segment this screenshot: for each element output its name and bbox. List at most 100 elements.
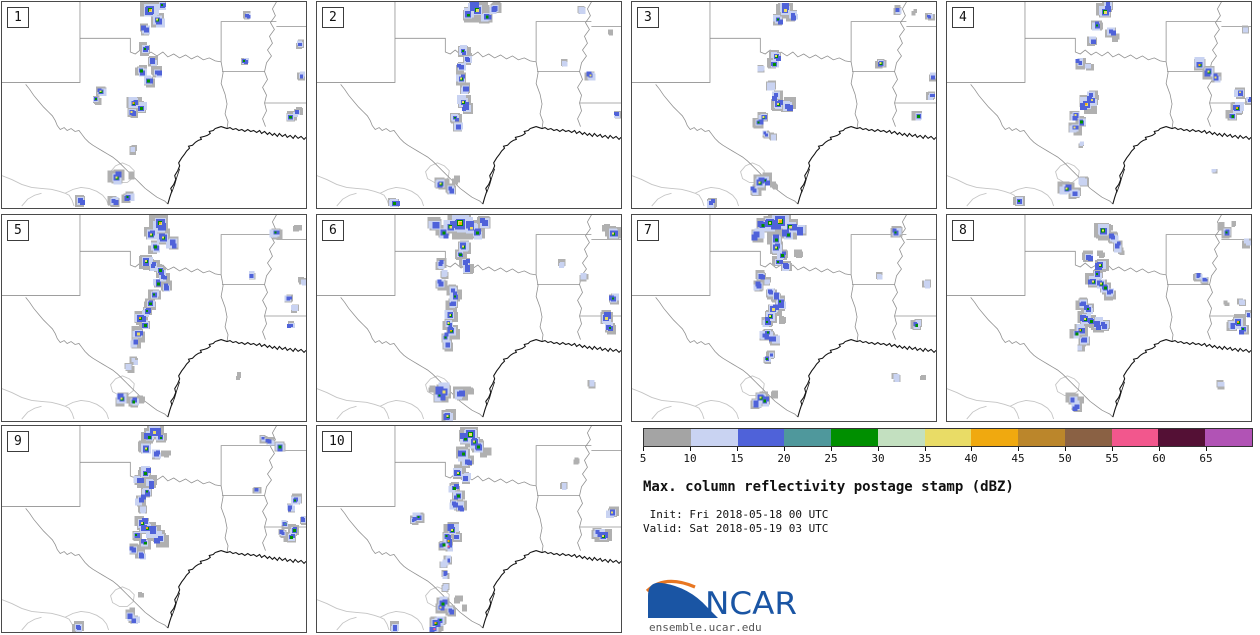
storm-cell — [261, 437, 266, 442]
storm-cell — [465, 265, 470, 270]
storm-cell — [439, 619, 442, 622]
storm-cell — [1107, 225, 1113, 231]
storm-cell — [450, 220, 458, 228]
storm-cell — [144, 541, 148, 545]
storm-cell — [1225, 231, 1228, 234]
storm-cell — [1108, 233, 1114, 239]
storm-cell — [1095, 263, 1102, 270]
mexico-borders — [317, 375, 450, 420]
storm-cell — [434, 622, 437, 625]
storm-cell — [751, 234, 758, 241]
storm-cell — [708, 201, 713, 206]
colorbar-tick — [1159, 447, 1160, 451]
storm-cell — [781, 254, 784, 258]
storm-cell — [760, 274, 766, 280]
ncar-logo-swoosh — [648, 582, 718, 618]
storm-cell — [289, 296, 293, 300]
storm-cell — [913, 321, 918, 326]
storm-cell — [242, 59, 245, 62]
storm-cell — [148, 435, 152, 439]
colorbar-tick-label: 55 — [1105, 452, 1119, 465]
storm-cell — [917, 114, 921, 118]
site-url: ensemble.ucar.edu — [649, 621, 762, 634]
storm-cell — [139, 317, 142, 319]
state-borders — [2, 215, 306, 418]
storm-cell — [471, 437, 477, 443]
storm-cell — [284, 523, 287, 526]
storm-cell — [465, 105, 469, 110]
storm-cell — [768, 132, 775, 139]
colorbar-tick — [1206, 447, 1207, 451]
storm-cell — [469, 432, 472, 436]
storm-cell — [133, 476, 141, 483]
storm-cell — [146, 308, 152, 314]
storm-cell — [911, 11, 916, 16]
storm-cell — [777, 261, 780, 264]
storm-cell — [149, 483, 154, 489]
storm-cell — [1108, 29, 1113, 34]
storm-cell — [790, 15, 796, 21]
colorbar-tick — [784, 447, 785, 451]
storm-cell — [141, 522, 144, 525]
storm-cell — [457, 472, 460, 475]
storm-cell — [140, 106, 144, 110]
storm-cell — [612, 297, 615, 300]
storm-cell — [1079, 328, 1082, 331]
storm-cell — [171, 243, 177, 249]
colorbar-segment — [1158, 429, 1206, 446]
storm-cell — [293, 225, 300, 232]
storm-cell — [765, 133, 769, 137]
storm-cell — [1076, 396, 1083, 403]
storm-cell — [776, 55, 782, 61]
storm-cell — [479, 450, 487, 458]
storm-cell — [438, 262, 443, 267]
storm-cell — [294, 497, 299, 502]
storm-cell — [446, 415, 449, 418]
storm-cell — [460, 432, 467, 439]
storm-cell — [773, 234, 780, 241]
storm-cell — [1202, 277, 1207, 282]
storm-cell — [459, 253, 463, 257]
storm-cell — [146, 527, 149, 529]
storm-cell — [765, 317, 771, 322]
storm-cell — [1077, 345, 1083, 351]
storm-cell — [158, 269, 164, 275]
storm-cell — [1073, 126, 1076, 129]
init-time-label: Init: Fri 2018-05-18 00 UTC — [643, 508, 829, 521]
storm-cell — [249, 273, 254, 278]
colorbar-tick-label: 50 — [1058, 452, 1072, 465]
storm-cell — [138, 330, 144, 336]
storm-cell — [1096, 324, 1101, 330]
storm-cell — [757, 220, 764, 227]
storm-cell — [1111, 235, 1119, 243]
storm-cell — [754, 228, 765, 239]
storm-cell — [1225, 229, 1230, 234]
storm-cell — [1080, 103, 1088, 110]
storm-cells — [427, 215, 621, 421]
storm-cell — [291, 305, 297, 311]
storm-cell — [162, 275, 167, 280]
storm-cell — [928, 95, 934, 101]
storm-cell — [775, 246, 778, 249]
forecast-panel: 9 — [1, 425, 307, 633]
storm-cell — [133, 100, 139, 105]
forecast-panel: 10 — [316, 425, 622, 633]
coastline — [482, 550, 621, 629]
storm-cell — [752, 188, 757, 193]
storm-cell — [930, 94, 934, 98]
storm-cell — [138, 592, 144, 598]
colorbar-tick-label: 65 — [1199, 452, 1213, 465]
storm-cell — [755, 281, 761, 287]
valid-time-label: Valid: Sat 2018-05-19 03 UTC — [643, 522, 829, 535]
coastline — [167, 339, 306, 418]
storm-cell — [769, 315, 772, 318]
colorbar-tick-label: 45 — [1011, 452, 1025, 465]
state-borders — [947, 215, 1251, 418]
storm-cell — [788, 225, 792, 229]
storm-cell — [763, 131, 767, 135]
storm-cell — [124, 196, 130, 202]
storm-cell — [160, 450, 167, 457]
storm-cell — [135, 532, 141, 538]
storm-cell — [1230, 322, 1236, 328]
storm-cell — [443, 571, 448, 576]
